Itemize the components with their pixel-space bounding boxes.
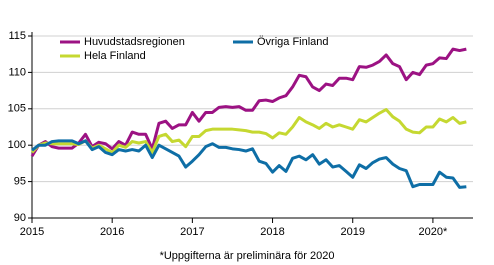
series-line [30, 108, 467, 154]
y-tick-label: 90 [14, 212, 26, 224]
y-tick-label: 100 [8, 139, 26, 151]
y-tick-label: 110 [8, 66, 26, 78]
footnote: *Uppgifterna är preliminära för 2020 [160, 250, 335, 262]
x-tick-label: 2019 [340, 226, 364, 238]
legend-label: Huvudstadsregionen [84, 36, 185, 48]
y-tick-label: 105 [8, 103, 26, 115]
x-tick-label: 2016 [100, 226, 124, 238]
y-tick-label: 95 [14, 176, 26, 188]
legend-label: Övriga Finland [257, 36, 329, 48]
x-tick-label: 2018 [260, 226, 284, 238]
y-tick-label: 115 [8, 30, 26, 42]
x-tick-label: 2020* [419, 226, 448, 238]
series-line [31, 139, 467, 189]
x-tick-label: 2017 [180, 226, 204, 238]
x-tick-label: 2015 [20, 226, 44, 238]
legend-label: Hela Finland [84, 50, 146, 62]
series-line [30, 47, 467, 157]
